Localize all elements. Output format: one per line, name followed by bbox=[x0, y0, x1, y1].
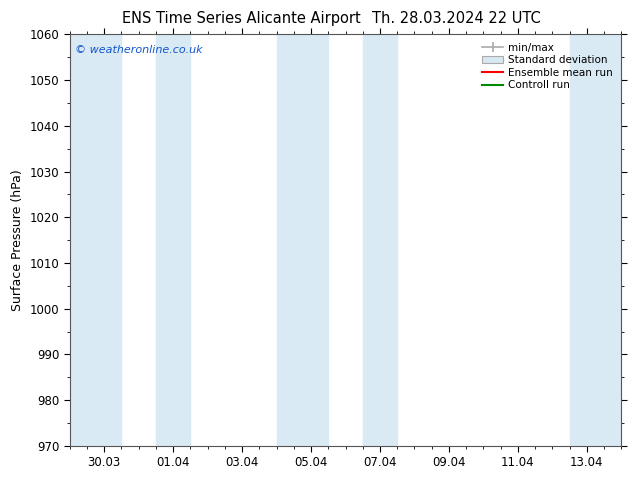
Text: ENS Time Series Alicante Airport: ENS Time Series Alicante Airport bbox=[122, 11, 360, 26]
Bar bbox=[70, 34, 122, 446]
Bar bbox=[276, 34, 328, 446]
Legend: min/max, Standard deviation, Ensemble mean run, Controll run: min/max, Standard deviation, Ensemble me… bbox=[479, 40, 616, 94]
Text: © weatheronline.co.uk: © weatheronline.co.uk bbox=[75, 45, 203, 54]
Bar bbox=[363, 34, 398, 446]
Y-axis label: Surface Pressure (hPa): Surface Pressure (hPa) bbox=[11, 169, 24, 311]
Bar bbox=[156, 34, 190, 446]
Text: Th. 28.03.2024 22 UTC: Th. 28.03.2024 22 UTC bbox=[372, 11, 541, 26]
Bar bbox=[569, 34, 621, 446]
